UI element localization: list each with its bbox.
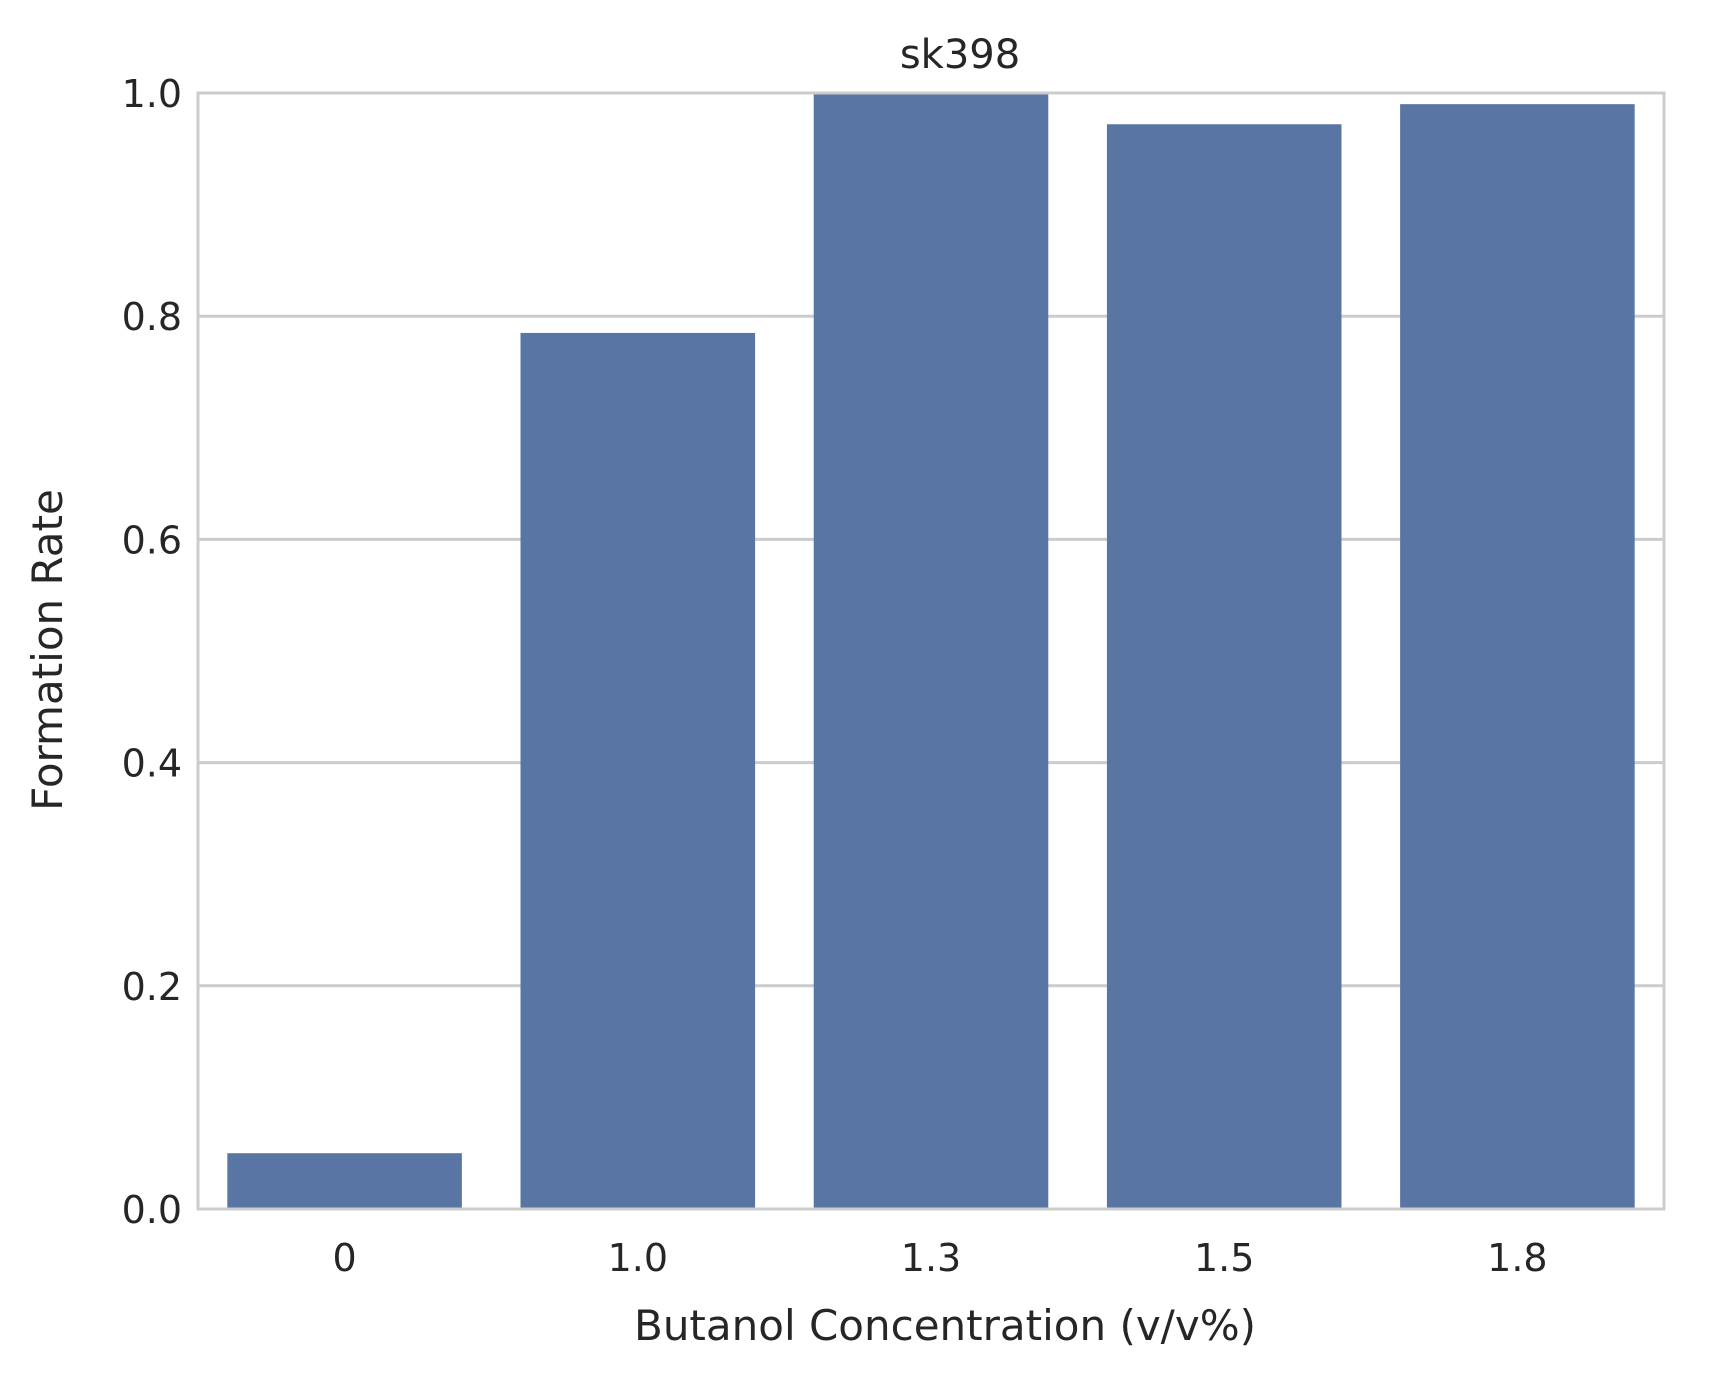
y-tick-label: 0.6 — [122, 518, 182, 562]
bar-1.5 — [1106, 124, 1342, 1209]
y-tick-labels: 0.0 0.2 0.4 0.6 0.8 1.0 — [122, 72, 182, 1232]
y-tick-label: 1.0 — [122, 72, 182, 116]
bar-1.3 — [813, 93, 1049, 1209]
y-tick-label: 0.2 — [122, 965, 182, 1009]
y-tick-label: 0.8 — [122, 295, 182, 339]
x-tick-label: 1.8 — [1487, 1236, 1547, 1280]
x-tick-label: 0 — [333, 1236, 357, 1280]
bars — [227, 93, 1635, 1209]
x-tick-label: 1.5 — [1194, 1236, 1254, 1280]
axes-frame — [196, 91, 1666, 1211]
bar-0 — [227, 1153, 462, 1209]
x-tick-label: 1.3 — [901, 1236, 961, 1280]
x-tick-label: 1.0 — [608, 1236, 668, 1280]
y-tick-label: 0.4 — [122, 742, 182, 786]
y-axis-label: Formation Rate — [23, 489, 72, 811]
bar-1.0 — [520, 332, 756, 1209]
chart-title: sk398 — [900, 32, 1020, 78]
x-tick-labels: 0 1.0 1.3 1.5 1.8 — [333, 1236, 1548, 1280]
x-axis-label: Butanol Concentration (v/v%) — [634, 1301, 1256, 1350]
bar-1.8 — [1400, 104, 1635, 1209]
y-tick-label: 0.0 — [122, 1188, 182, 1232]
